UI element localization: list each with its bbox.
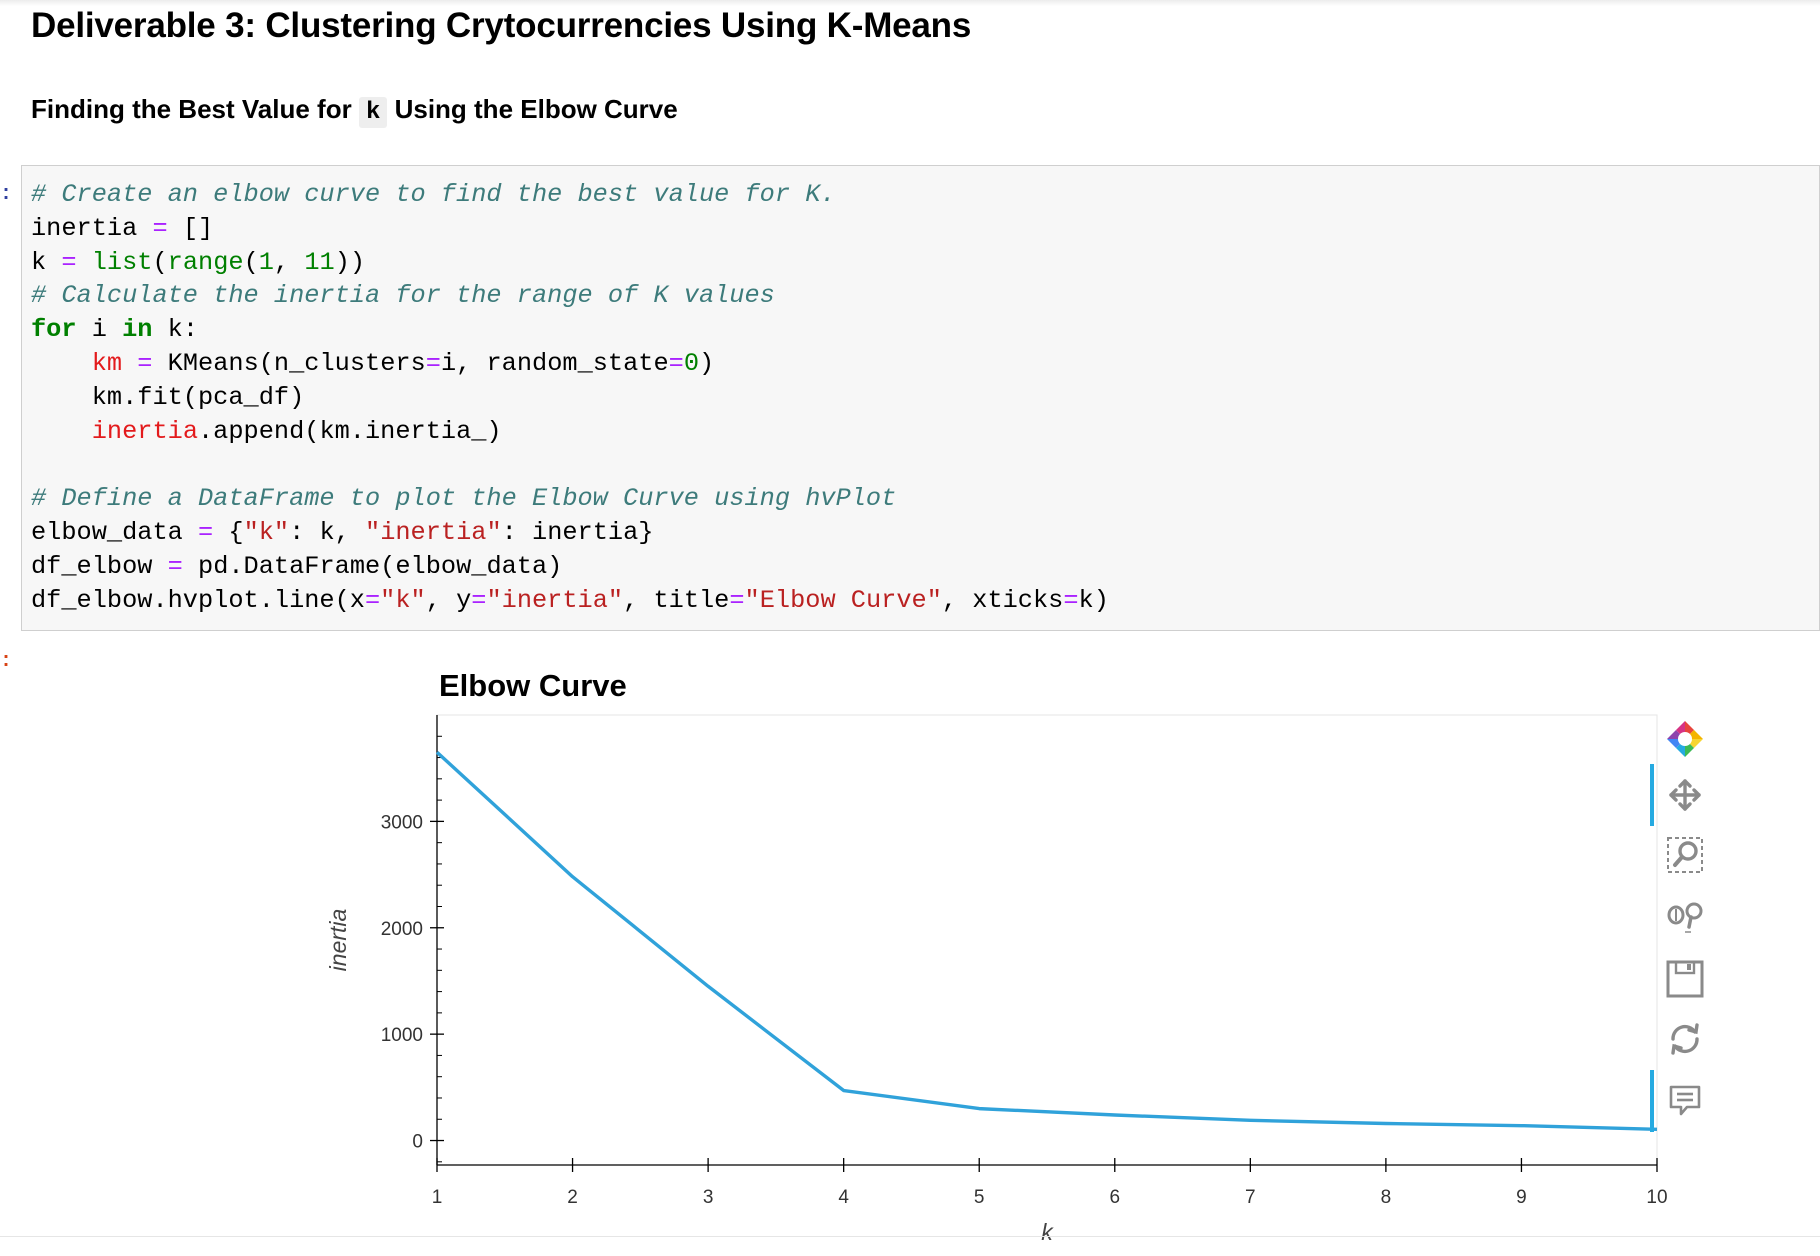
x-tick-label: 3	[703, 1187, 714, 1208]
code-line: elbow_data = {"k": k, "inertia": inertia…	[31, 517, 654, 547]
x-tick-label: 5	[974, 1187, 985, 1208]
y-tick-label: 1000	[381, 1025, 423, 1046]
series-layer	[435, 750, 1658, 1132]
code-line: # Calculate the inertia for the range of…	[31, 281, 775, 311]
y-tick-label: 3000	[381, 812, 423, 833]
section-heading: Finding the Best Value for k Using the E…	[31, 94, 678, 128]
code-line: km = KMeans(n_clusters=i, random_state=0…	[91, 348, 715, 378]
code-line: df_elbow.hvplot.line(x="k", y="inertia",…	[31, 585, 1109, 615]
code-line: k = list(range(1, 11))	[31, 247, 366, 277]
page-title: Deliverable 3: Clustering Crytocurrencie…	[31, 6, 972, 45]
x-tick-label: 2	[567, 1187, 578, 1208]
x-tick-label: 4	[838, 1187, 849, 1208]
x-tick-label: 10	[1646, 1187, 1667, 1208]
reset-icon[interactable]	[1662, 1016, 1708, 1062]
wheel-zoom-icon[interactable]	[1662, 892, 1708, 938]
section-heading-before: Finding the Best Value for	[31, 94, 352, 124]
box-zoom-icon[interactable]	[1662, 832, 1708, 878]
page-top-shadow	[0, 0, 1820, 6]
section-heading-after: Using the Elbow Curve	[394, 94, 678, 124]
code-line: for i in k:	[31, 315, 199, 345]
inline-code-k: k	[358, 97, 388, 128]
plot-frame	[436, 714, 1658, 1166]
active-tool-indicator-hover	[1650, 1070, 1654, 1132]
hover-icon[interactable]	[1662, 1078, 1708, 1124]
x-tick-label: 9	[1516, 1187, 1527, 1208]
code-cell[interactable]: # Create an elbow curve to find the best…	[21, 165, 1820, 631]
x-axis: 1 2 3 4 5 6 7 8 9 10	[432, 1158, 1668, 1208]
active-tool-indicator-pan	[1650, 764, 1654, 826]
x-axis-label: k	[1041, 1219, 1054, 1245]
chart-title: Elbow Curve	[439, 668, 627, 703]
y-tick-label: 0	[412, 1132, 423, 1153]
code-line: # Define a DataFrame to plot the Elbow C…	[31, 484, 897, 514]
inertia-line	[435, 750, 1658, 1132]
y-tick-label: 2000	[381, 919, 423, 940]
code-editor[interactable]: # Create an elbow curve to find the best…	[31, 178, 1109, 617]
x-tick-label: 7	[1245, 1187, 1256, 1208]
plot-toolbar	[1650, 708, 1720, 1138]
code-line: # Create an elbow curve to find the best…	[31, 180, 836, 209]
code-line: df_elbow = pd.DataFrame(elbow_data)	[31, 551, 563, 581]
x-tick-label: 1	[432, 1187, 443, 1208]
cell-separator	[0, 1236, 1820, 1237]
x-tick-label: 8	[1381, 1187, 1392, 1208]
code-line: km.fit(pca_df)	[31, 382, 305, 412]
save-icon[interactable]	[1662, 956, 1708, 1002]
pan-icon[interactable]	[1662, 772, 1708, 818]
x-tick-label: 6	[1109, 1187, 1120, 1208]
bokeh-logo-icon[interactable]	[1662, 716, 1708, 762]
y-axis: 0 1000 2000 3000	[381, 715, 444, 1165]
y-axis-label: inertia	[325, 909, 351, 972]
code-line: inertia.append(km.inertia_)	[91, 416, 502, 446]
code-line: inertia = []	[31, 213, 214, 243]
